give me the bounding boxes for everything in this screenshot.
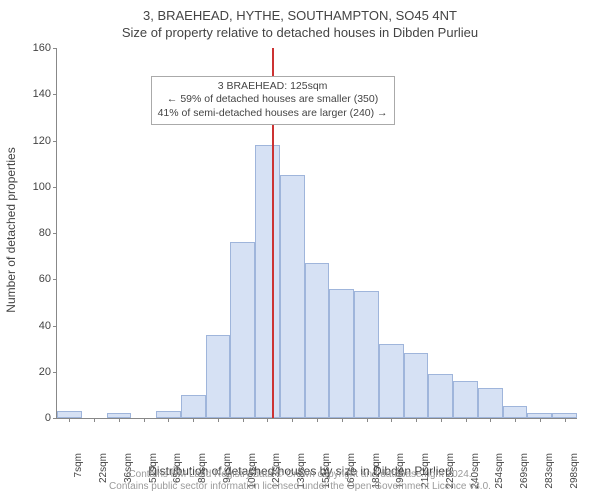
x-tick-mark: [168, 418, 169, 422]
x-tick-mark: [441, 418, 442, 422]
y-tick-label: 60: [17, 273, 51, 285]
histogram-bar: [503, 406, 528, 418]
x-tick-mark: [243, 418, 244, 422]
histogram-bar: [305, 263, 330, 418]
y-tick-mark: [53, 372, 57, 373]
annotation-line: 3 BRAEHEAD: 125sqm: [158, 80, 388, 94]
histogram-bar: [206, 335, 231, 418]
y-tick-mark: [53, 141, 57, 142]
x-tick-mark: [69, 418, 70, 422]
x-tick-mark: [94, 418, 95, 422]
y-tick-mark: [53, 94, 57, 95]
chart-container: 3, BRAEHEAD, HYTHE, SOUTHAMPTON, SO45 4N…: [0, 0, 600, 500]
x-tick-mark: [218, 418, 219, 422]
y-tick-label: 20: [17, 366, 51, 378]
histogram-bar: [230, 242, 255, 418]
y-tick-label: 140: [17, 88, 51, 100]
annotation-box: 3 BRAEHEAD: 125sqm← 59% of detached hous…: [151, 76, 395, 125]
x-tick-mark: [367, 418, 368, 422]
y-tick-mark: [53, 326, 57, 327]
histogram-bar: [478, 388, 503, 418]
footer-line-2: Contains public sector information licen…: [0, 481, 600, 492]
chart-title-line1: 3, BRAEHEAD, HYTHE, SOUTHAMPTON, SO45 4N…: [0, 0, 600, 23]
x-tick-mark: [292, 418, 293, 422]
y-tick-mark: [53, 187, 57, 188]
annotation-line: ← 59% of detached houses are smaller (35…: [158, 93, 388, 107]
x-tick-mark: [416, 418, 417, 422]
y-tick-mark: [53, 233, 57, 234]
x-tick-mark: [565, 418, 566, 422]
y-tick-label: 160: [17, 42, 51, 54]
x-tick-mark: [466, 418, 467, 422]
histogram-bar: [329, 289, 354, 419]
x-tick-mark: [515, 418, 516, 422]
x-tick-mark: [119, 418, 120, 422]
y-tick-mark: [53, 48, 57, 49]
x-tick-mark: [342, 418, 343, 422]
y-tick-mark: [53, 418, 57, 419]
x-tick-mark: [490, 418, 491, 422]
histogram-bar: [453, 381, 478, 418]
y-tick-mark: [53, 279, 57, 280]
x-tick-mark: [317, 418, 318, 422]
histogram-bar: [379, 344, 404, 418]
plot-area: 0204060801001201401607sqm22sqm36sqm51sqm…: [56, 48, 577, 419]
histogram-bar: [428, 374, 453, 418]
footer-line-1: Contains HM Land Registry data © Crown c…: [0, 469, 600, 480]
x-tick-mark: [540, 418, 541, 422]
y-tick-label: 120: [17, 135, 51, 147]
histogram-bar: [354, 291, 379, 418]
x-tick-mark: [144, 418, 145, 422]
y-axis-label: Number of detached properties: [4, 147, 18, 312]
histogram-bar: [156, 411, 181, 418]
histogram-bar: [280, 175, 305, 418]
histogram-bar: [57, 411, 82, 418]
histogram-bar: [181, 395, 206, 418]
chart-title-line2: Size of property relative to detached ho…: [0, 23, 600, 40]
y-tick-label: 100: [17, 181, 51, 193]
y-tick-label: 80: [17, 227, 51, 239]
annotation-line: 41% of semi-detached houses are larger (…: [158, 107, 388, 121]
histogram-bar: [404, 353, 429, 418]
x-tick-mark: [267, 418, 268, 422]
x-tick-mark: [391, 418, 392, 422]
x-tick-mark: [193, 418, 194, 422]
histogram-bar: [255, 145, 280, 418]
y-tick-label: 40: [17, 320, 51, 332]
y-tick-label: 0: [17, 412, 51, 424]
